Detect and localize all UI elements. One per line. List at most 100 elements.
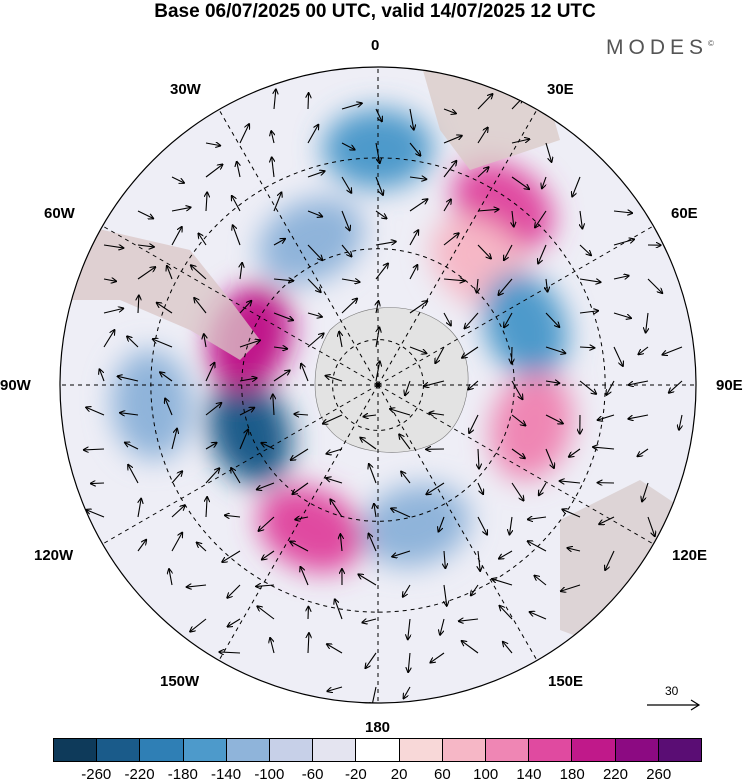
wind-arrow xyxy=(409,142,420,156)
wind-arrow xyxy=(204,334,206,348)
wind-arrow xyxy=(308,633,309,654)
lon-label-150w: 150W xyxy=(160,673,200,690)
colorbar-swatch xyxy=(442,739,487,761)
wind-arrow xyxy=(528,541,547,552)
wind-arrow xyxy=(669,380,683,393)
meridian-line xyxy=(102,225,379,386)
colorbar-tick-label: 220 xyxy=(602,766,628,783)
wind-arrow xyxy=(511,448,525,458)
meridian-line xyxy=(377,384,654,545)
wind-arrow xyxy=(539,482,547,495)
wind-arrow xyxy=(137,267,155,280)
colorbar-tick-label: -60 xyxy=(301,766,324,783)
wind-arrow xyxy=(256,585,275,586)
colorbar-tick-label: -220 xyxy=(124,766,155,783)
wind-arrow xyxy=(191,265,207,280)
wind-arrow xyxy=(606,380,615,395)
wind-arrow xyxy=(138,296,139,314)
lon-label-90e: 90E xyxy=(716,377,743,394)
wind-arrow xyxy=(613,346,623,366)
wind-arrow xyxy=(290,542,309,552)
wind-arrow xyxy=(271,131,274,144)
wind-arrow xyxy=(84,449,105,450)
anomaly-blob xyxy=(482,272,568,379)
colorbar-swatch xyxy=(97,739,141,761)
wind-arrow xyxy=(546,278,548,292)
colorbar-tick-label: 180 xyxy=(559,766,585,783)
wind-arrow xyxy=(341,103,362,110)
lon-label-30e: 30E xyxy=(547,81,574,98)
colorbar-tick-label: -260 xyxy=(81,766,112,783)
wind-arrow xyxy=(194,298,207,314)
wind-arrow xyxy=(340,534,342,552)
colorbar-tick-label: -20 xyxy=(345,766,367,783)
wind-arrow xyxy=(530,612,547,620)
wind-arrow xyxy=(237,162,240,178)
wind-arrow xyxy=(206,192,207,212)
wind-arrow xyxy=(206,497,207,518)
wind-arrow xyxy=(205,403,221,416)
wind-arrow xyxy=(443,199,451,212)
wind-arrow xyxy=(638,448,649,456)
wind-arrow xyxy=(638,346,649,354)
wind-arrow xyxy=(477,94,492,110)
wind-arrow xyxy=(239,378,257,381)
wind-arrow xyxy=(444,550,445,568)
anomaly-blob xyxy=(258,197,364,284)
wind-arrow xyxy=(339,332,342,348)
wind-arrow xyxy=(403,584,411,597)
anomaly-blob xyxy=(111,349,192,460)
wind-arrow xyxy=(613,276,629,279)
wind-arrow xyxy=(364,415,377,417)
wind-arrow xyxy=(598,414,615,420)
wind-arrow xyxy=(327,686,343,691)
wind-arrow xyxy=(545,448,554,468)
wind-arrow xyxy=(542,176,547,188)
wind-arrow xyxy=(273,192,281,212)
colorbar-swatch xyxy=(313,739,357,761)
anomaly-blob xyxy=(323,108,433,189)
wind-arrow xyxy=(392,550,411,557)
wind-arrow xyxy=(477,516,487,535)
wind-arrow xyxy=(341,176,351,193)
wind-arrow xyxy=(171,176,184,183)
wind-arrow xyxy=(261,443,275,450)
wind-arrow xyxy=(477,244,491,259)
wind-arrow xyxy=(273,347,287,349)
wind-arrow xyxy=(262,550,275,559)
wind-arrow xyxy=(301,364,309,382)
wind-arrow xyxy=(647,278,662,293)
wind-arrow xyxy=(579,244,591,255)
wind-arrow xyxy=(478,550,480,571)
wind-arrow xyxy=(323,414,343,424)
wind-arrow xyxy=(477,167,489,178)
wind-arrow xyxy=(103,308,123,314)
wind-arrow xyxy=(504,244,513,260)
lon-label-90w: 90W xyxy=(0,377,31,394)
wind-arrow xyxy=(273,312,293,320)
modes-logo-text: MODES xyxy=(606,36,709,59)
wind-arrow xyxy=(103,279,116,281)
wind-arrow xyxy=(545,312,559,327)
wind-arrow xyxy=(171,207,191,212)
wind-arrow xyxy=(569,448,581,457)
wind-arrow xyxy=(500,606,513,620)
colorbar-tick-label: -140 xyxy=(211,766,242,783)
wind-arrow xyxy=(365,652,377,668)
colorbar-swatch xyxy=(399,739,443,761)
wind-arrow xyxy=(232,196,241,212)
wind-arrow xyxy=(240,263,242,280)
wind-arrow xyxy=(233,225,241,246)
wind-arrow xyxy=(307,171,325,178)
wind-arrow xyxy=(478,448,479,469)
copyright-mark: © xyxy=(708,39,714,48)
wind-arrow xyxy=(171,227,182,246)
wind-arrow xyxy=(171,505,185,518)
wind-arrow xyxy=(171,471,182,484)
wind-arrow xyxy=(504,312,513,327)
wind-arrow xyxy=(307,244,322,260)
colorbar-swatch xyxy=(54,739,98,761)
meridian-line xyxy=(377,225,654,386)
wind-arrow xyxy=(169,569,172,586)
wind-arrow xyxy=(477,278,478,293)
